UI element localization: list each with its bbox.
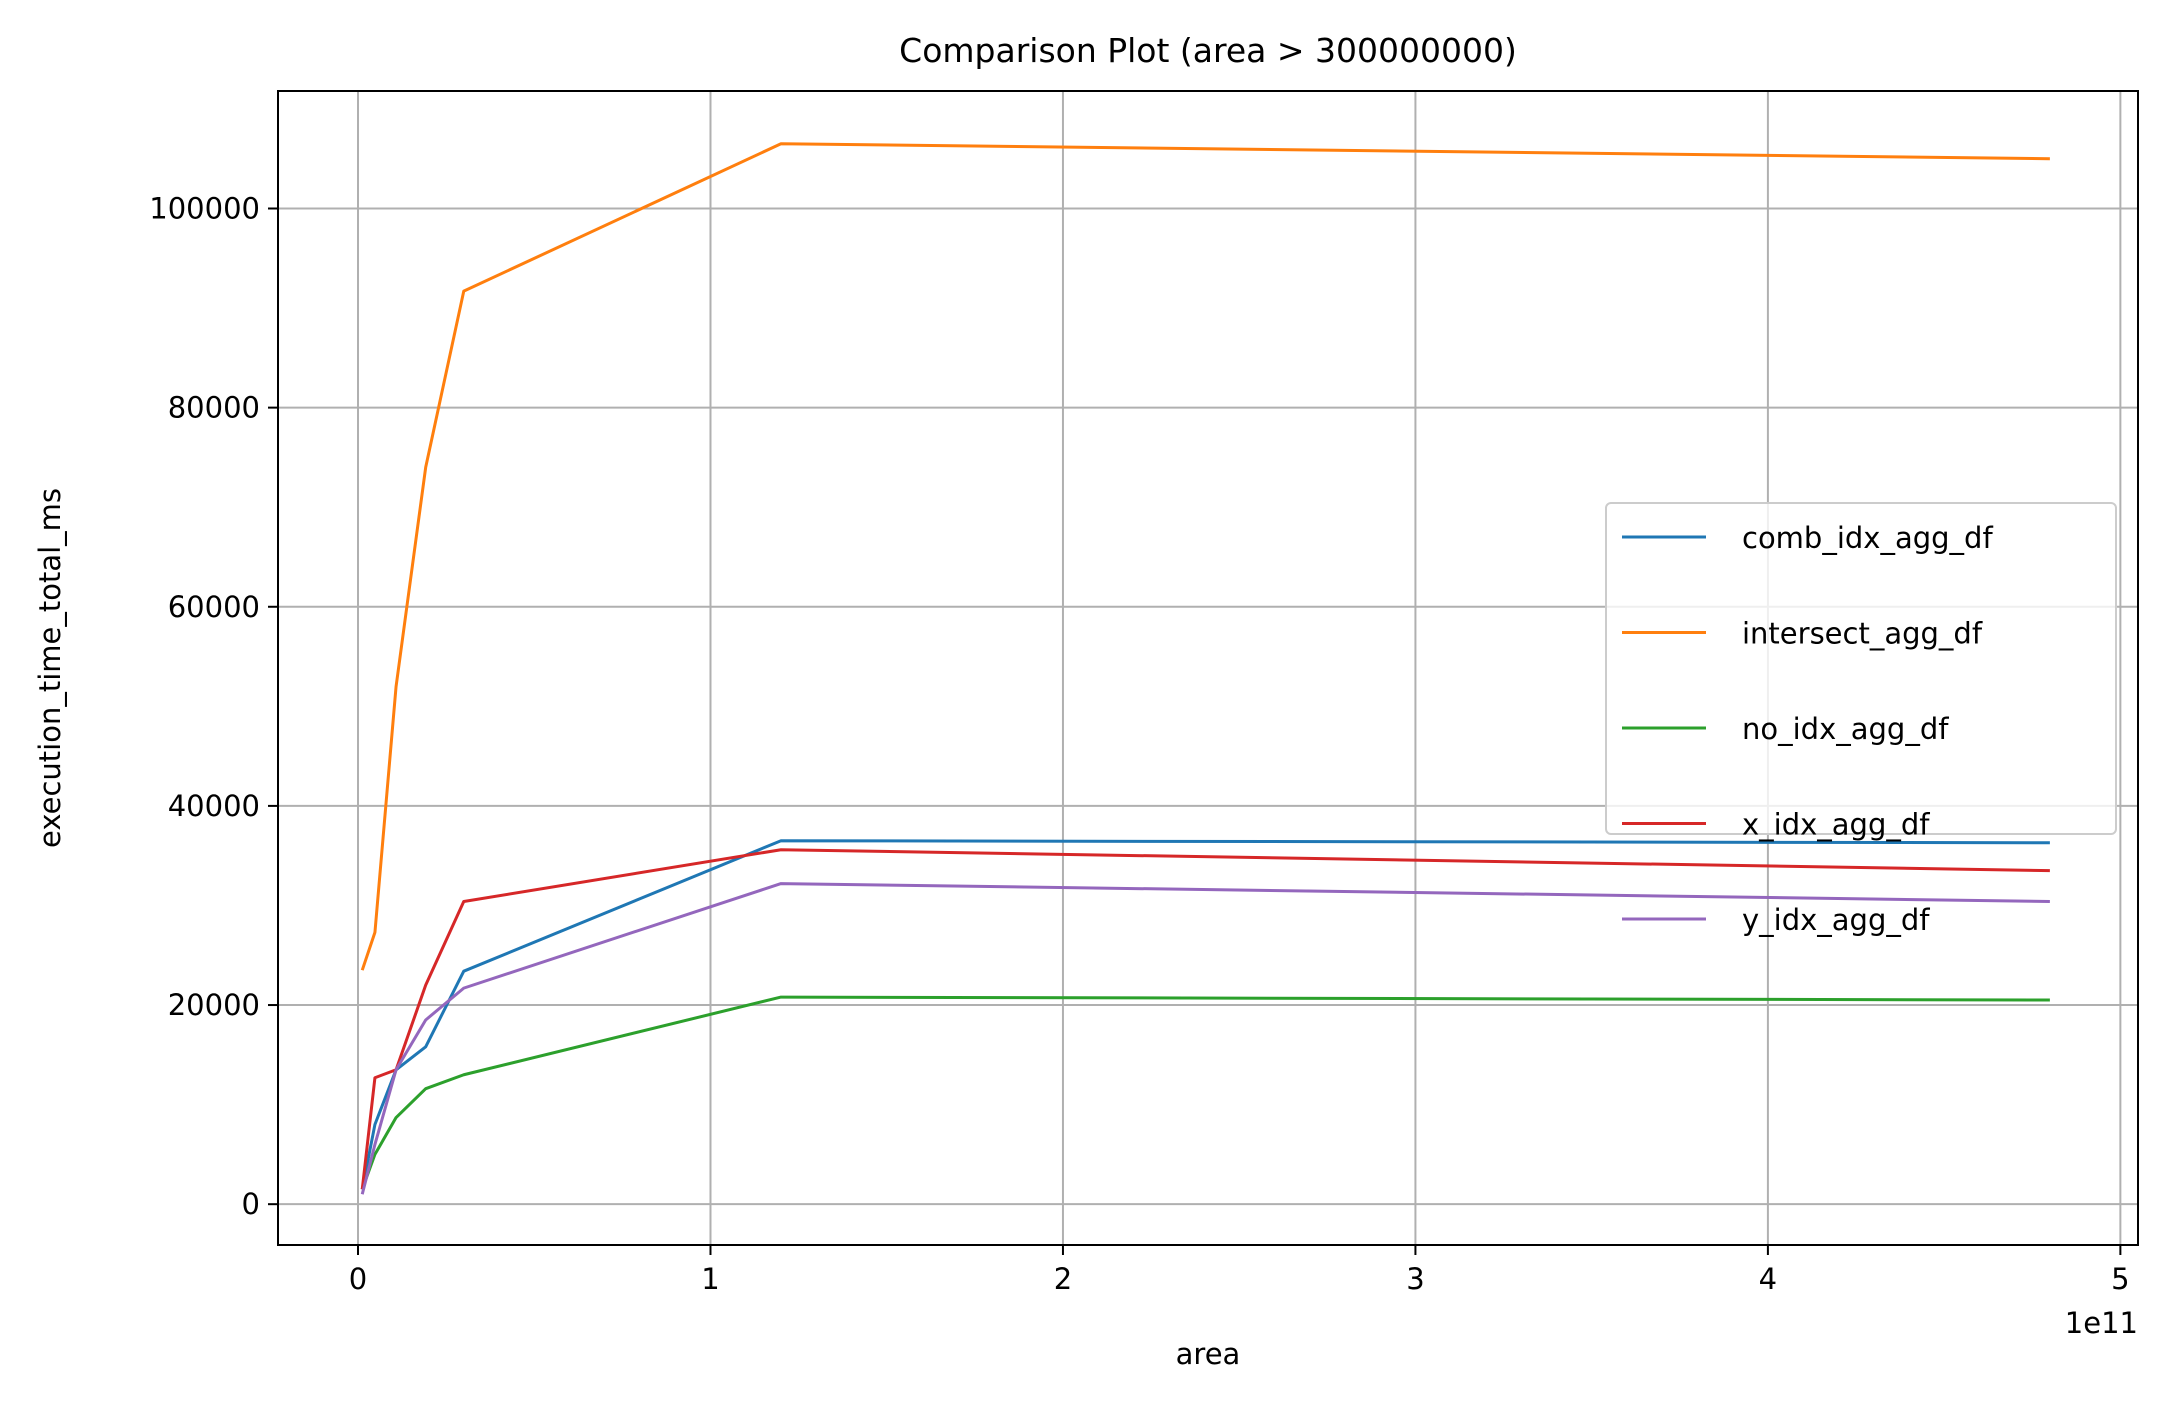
y-tick-label: 60000 xyxy=(168,590,260,624)
y-tick-label: 80000 xyxy=(168,391,260,425)
legend-box xyxy=(1605,502,2117,835)
legend-label: no_idx_agg_df xyxy=(1742,712,1949,746)
x-tick-label: 5 xyxy=(2111,1262,2129,1296)
y-axis-label: execution_time_total_ms xyxy=(33,488,67,848)
plot-frame xyxy=(277,90,2139,1246)
y-tick-label: 100000 xyxy=(149,191,260,225)
x-tick-label: 2 xyxy=(1054,1262,1072,1296)
legend: comb_idx_agg_df intersect_agg_df no_idx_ag… xyxy=(1605,502,2117,937)
legend-label: x_idx_agg_df xyxy=(1742,808,1930,842)
y-tick-label: 20000 xyxy=(168,988,260,1022)
y-tick-label: 0 xyxy=(242,1187,260,1221)
series-line-no-idx-agg-df xyxy=(360,995,2050,1190)
series-lines xyxy=(360,142,2050,1195)
y-tick-label: 40000 xyxy=(168,789,260,823)
chart-title: Comparison Plot (area > 300000000) xyxy=(899,31,1517,70)
legend-label: intersect_agg_df xyxy=(1742,617,1983,651)
legend-label: comb_idx_agg_df xyxy=(1742,521,1993,555)
x-tick-label: 0 xyxy=(349,1262,367,1296)
x-tick-label: 3 xyxy=(1406,1262,1424,1296)
series-line-y-idx-agg-df xyxy=(360,882,2050,1195)
series-line-x-idx-agg-df xyxy=(360,848,2050,1190)
x-tick-label: 4 xyxy=(1759,1262,1777,1296)
x-tick-label: 1 xyxy=(701,1262,719,1296)
series-line-intersect-agg-df xyxy=(360,142,2050,971)
ticks: 0 1 2 3 4 5 0 20000 40000 60000 80000 100000 xyxy=(149,191,2129,1296)
series-line-comb-idx-agg-df xyxy=(360,839,2050,1190)
x-axis-label: area xyxy=(1176,1337,1241,1371)
x-axis-offset: 1e11 xyxy=(2065,1306,2138,1340)
legend-label: y_idx_agg_df xyxy=(1742,903,1930,937)
